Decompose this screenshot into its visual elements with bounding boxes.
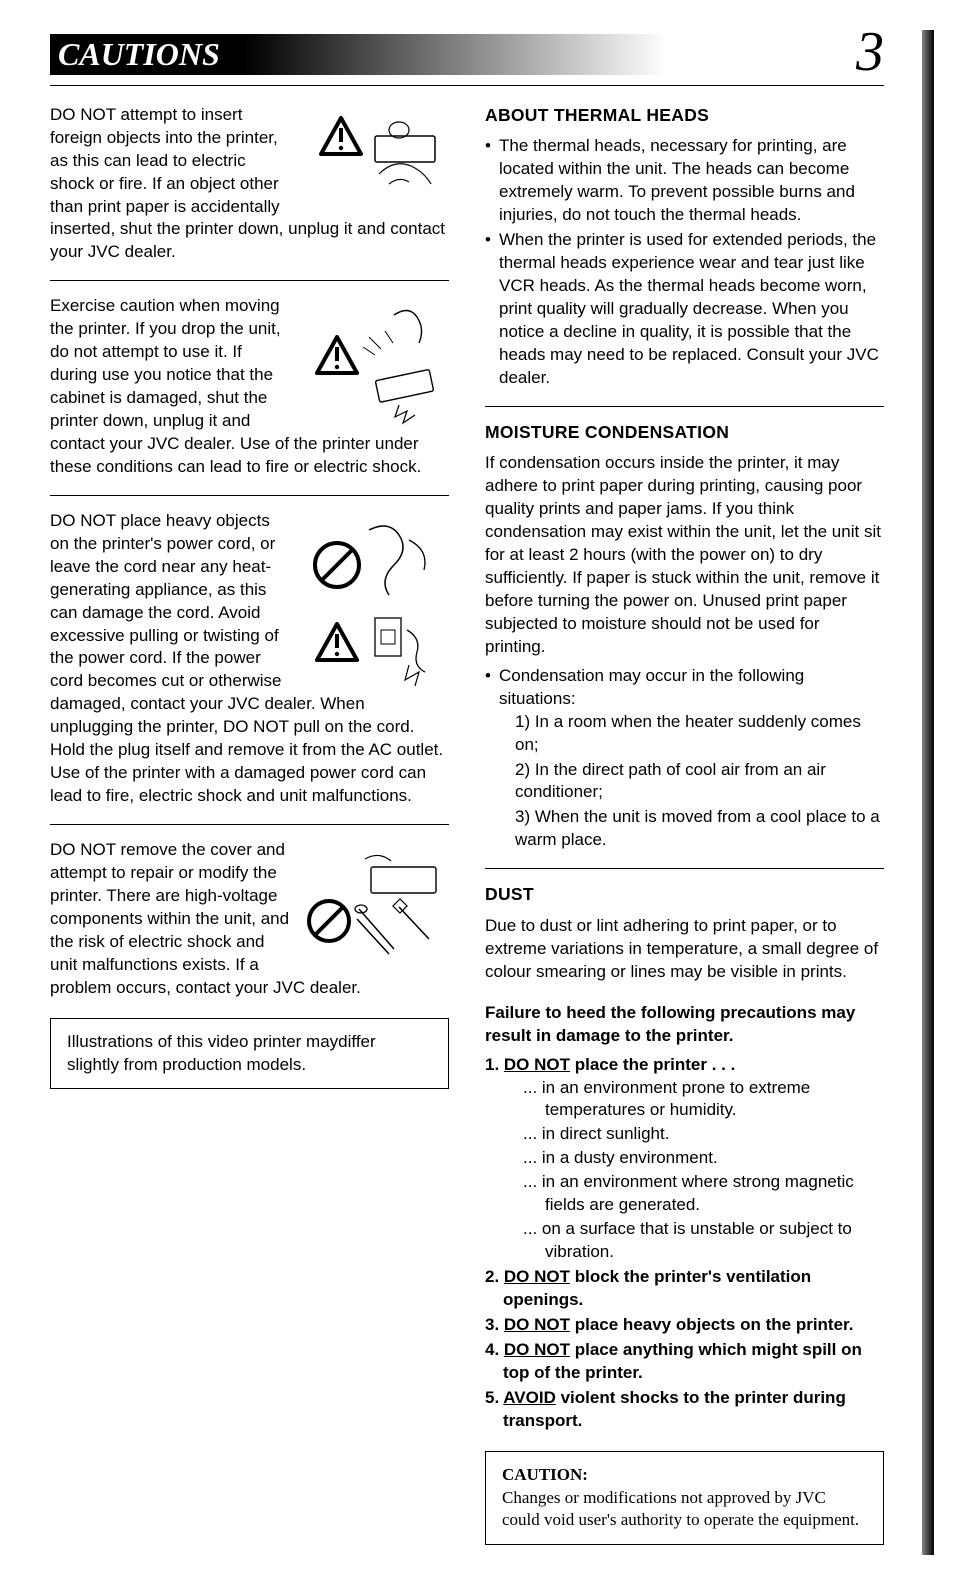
divider bbox=[50, 495, 449, 496]
page-header: CAUTIONS 3 bbox=[50, 30, 914, 75]
illustration-power-cord bbox=[299, 510, 449, 690]
dust-para: Due to dust or lint adhering to print pa… bbox=[485, 915, 884, 984]
list-item: 4. DO NOT place anything which might spi… bbox=[485, 1339, 884, 1385]
page-edge-gradient bbox=[922, 30, 934, 1555]
avoid: AVOID bbox=[503, 1388, 556, 1407]
divider bbox=[50, 824, 449, 825]
donot: DO NOT bbox=[504, 1340, 570, 1359]
prohibit-icon bbox=[299, 839, 449, 969]
note-box-illustrations: Illustrations of this video printer mayd… bbox=[50, 1018, 449, 1090]
caution-box-head: CAUTION: bbox=[502, 1464, 867, 1487]
failure-lead: Failure to heed the following precaution… bbox=[485, 1002, 884, 1048]
heading-thermal: ABOUT THERMAL HEADS bbox=[485, 104, 884, 128]
document-page: CAUTIONS 3 bbox=[0, 0, 954, 1585]
thermal-list: The thermal heads, necessary for printin… bbox=[485, 135, 884, 389]
caution-block-2: Exercise caution when moving the printer… bbox=[50, 295, 449, 479]
illustration-drop-unit bbox=[299, 295, 449, 425]
right-column: ABOUT THERMAL HEADS The thermal heads, n… bbox=[485, 104, 884, 1546]
num: 5. bbox=[485, 1388, 503, 1407]
list-item: 5. AVOID violent shocks to the printer d… bbox=[485, 1387, 884, 1433]
two-column-layout: DO NOT attempt to insert foreign objects… bbox=[50, 104, 884, 1546]
num: 2. bbox=[485, 1267, 504, 1286]
title-gradient-bar bbox=[244, 34, 848, 75]
caution-block-1: DO NOT attempt to insert foreign objects… bbox=[50, 104, 449, 265]
list-item: ... in an environment where strong magne… bbox=[523, 1171, 884, 1217]
caution-box-body: Changes or modifications not approved by… bbox=[502, 1487, 867, 1533]
caution-box: CAUTION: Changes or modifications not ap… bbox=[485, 1451, 884, 1546]
precautions-list: 1. DO NOT place the printer . . . ... in… bbox=[485, 1054, 884, 1433]
list-item: When the printer is used for extended pe… bbox=[485, 229, 884, 390]
page-title: CAUTIONS bbox=[50, 34, 244, 75]
list-item: 1. DO NOT place the printer . . . ... in… bbox=[485, 1054, 884, 1264]
divider bbox=[50, 280, 449, 281]
caution-block-4: DO NOT remove the cover and attempt to r… bbox=[50, 839, 449, 1000]
donot: DO NOT bbox=[504, 1267, 570, 1286]
tail: place heavy objects on the printer. bbox=[570, 1315, 853, 1334]
divider bbox=[485, 868, 884, 869]
list-item: 1) In a room when the heater suddenly co… bbox=[515, 711, 884, 757]
illustration-cover-repair bbox=[299, 839, 449, 969]
list-item: ... in direct sunlight. bbox=[523, 1123, 884, 1146]
list-item: The thermal heads, necessary for printin… bbox=[485, 135, 884, 227]
illustration-foreign-object bbox=[299, 104, 449, 214]
donot: DO NOT bbox=[504, 1315, 570, 1334]
list-item: 3. DO NOT place heavy objects on the pri… bbox=[485, 1314, 884, 1337]
list-item: 2. DO NOT block the printer's ventilatio… bbox=[485, 1266, 884, 1312]
moisture-list: Condensation may occur in the following … bbox=[485, 665, 884, 853]
list-item: ... in an environment prone to extreme t… bbox=[523, 1077, 884, 1123]
donot: DO NOT bbox=[504, 1055, 570, 1074]
warning-icon bbox=[299, 295, 449, 425]
prohibit-warning-icon bbox=[299, 510, 449, 690]
list-item: 2) In the direct path of cool air from a… bbox=[515, 759, 884, 805]
warning-icon bbox=[299, 104, 449, 214]
num: 1. bbox=[485, 1055, 504, 1074]
moisture-para: If condensation occurs inside the printe… bbox=[485, 452, 884, 658]
moisture-sublist: 1) In a room when the heater suddenly co… bbox=[499, 711, 884, 853]
caution-block-3: DO NOT place heavy objects on the printe… bbox=[50, 510, 449, 808]
heading-moisture: MOISTURE CONDENSATION bbox=[485, 421, 884, 445]
num: 3. bbox=[485, 1315, 504, 1334]
num: 4. bbox=[485, 1340, 504, 1359]
heading-dust: DUST bbox=[485, 883, 884, 907]
donot-sublist: ... in an environment prone to extreme t… bbox=[503, 1077, 884, 1265]
left-column: DO NOT attempt to insert foreign objects… bbox=[50, 104, 449, 1546]
list-item: ... in a dusty environment. bbox=[523, 1147, 884, 1170]
tail: place the printer . . . bbox=[570, 1055, 735, 1074]
list-item: 3) When the unit is moved from a cool pl… bbox=[515, 806, 884, 852]
list-item: ... on a surface that is unstable or sub… bbox=[523, 1218, 884, 1264]
note-text: Illustrations of this video printer mayd… bbox=[67, 1031, 432, 1077]
divider bbox=[485, 406, 884, 407]
header-underline bbox=[50, 85, 884, 86]
list-item: Condensation may occur in the following … bbox=[485, 665, 884, 853]
list-lead: Condensation may occur in the following … bbox=[499, 666, 804, 708]
page-number: 3 bbox=[848, 30, 914, 75]
